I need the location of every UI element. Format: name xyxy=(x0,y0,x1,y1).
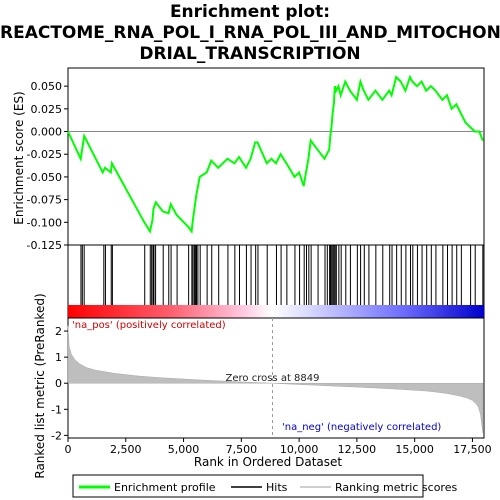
legend-box xyxy=(72,474,424,498)
metric-y-tick-label: 1 xyxy=(55,351,62,364)
metric-y-axis-label: Ranked list metric (PreRanked) xyxy=(33,293,47,478)
x-tick-label: 12,500 xyxy=(338,443,377,456)
x-tick-label: 10,000 xyxy=(280,443,319,456)
zero-cross-label: Zero cross at 8849 xyxy=(226,373,320,384)
chart-title-line-1: Enrichment plot: xyxy=(169,2,331,22)
neg-correlated-label: 'na_neg' (negatively correlated) xyxy=(282,422,441,433)
metric-y-tick-label: 2 xyxy=(55,325,62,338)
legend-metric-label: Ranking metric scores xyxy=(335,481,457,494)
legend-profile-label: Enrichment profile xyxy=(114,481,216,494)
x-tick-label: 2,500 xyxy=(110,443,142,456)
metric-y-tick-label: -2 xyxy=(51,429,62,442)
x-tick-label: 15,000 xyxy=(395,443,434,456)
x-tick-label: 17,500 xyxy=(453,443,492,456)
es-plot-frame xyxy=(67,67,485,246)
es-y-tick-label: -0.050 xyxy=(27,171,62,184)
hits-panel xyxy=(67,244,485,319)
legend-hits-label: Hits xyxy=(266,481,288,494)
es-y-tick-label: 0.000 xyxy=(31,126,63,139)
es-y-tick-label: -0.025 xyxy=(27,148,62,161)
x-axis-label: Rank in Ordered Dataset xyxy=(194,455,342,469)
pos-correlated-label: 'na_pos' (positively correlated) xyxy=(72,320,226,331)
chart-title: Enrichment plot: REACTOME_RNA_POL_I_RNA_… xyxy=(0,2,500,65)
x-tick-label: 0 xyxy=(65,443,72,456)
x-tick-label: 7,500 xyxy=(226,443,258,456)
metric-y-tick-label: 0 xyxy=(55,377,62,390)
metric-y-tick-label: -1 xyxy=(51,403,62,416)
es-y-axis-label: Enrichment score (ES) xyxy=(12,91,26,224)
chart-title-line-2: REACTOME_RNA_POL_I_RNA_POL_III_AND_MITOC… xyxy=(0,23,500,43)
rank-color-bar xyxy=(68,305,484,318)
legend: Enrichment profile Hits Ranking metric s… xyxy=(72,474,457,498)
es-y-tick-label: 0.050 xyxy=(31,80,63,93)
x-tick-label: 5,000 xyxy=(168,443,200,456)
es-y-tick-label: -0.100 xyxy=(27,216,62,229)
metric-panel: -2 -1 0 1 2 Zero cross at 8849 'na_pos' (posit… xyxy=(51,317,485,442)
chart-title-line-3: DRIAL_TRANSCRIPTION xyxy=(139,44,361,64)
x-axis: 0 2,500 5,000 7,500 10,000 12,500 15,000 17,500 xyxy=(65,438,492,456)
es-y-tick-label: -0.075 xyxy=(27,194,62,207)
es-y-tick-label: 0.025 xyxy=(31,103,63,116)
enrichment-profile-line xyxy=(67,74,484,235)
ranking-metric-area xyxy=(67,325,484,433)
es-y-tick-label: -0.125 xyxy=(27,239,62,252)
es-panel: -0.125 -0.100 -0.075 -0.050 -0.025 0.000 0.025… xyxy=(27,67,485,252)
